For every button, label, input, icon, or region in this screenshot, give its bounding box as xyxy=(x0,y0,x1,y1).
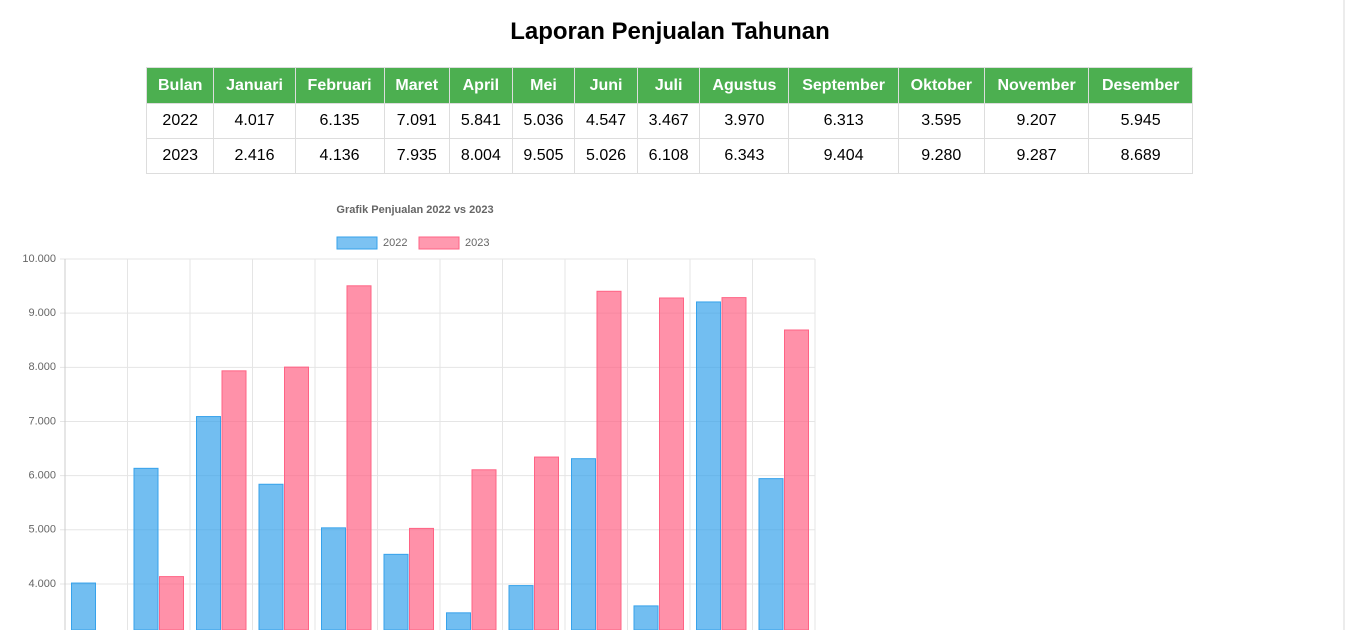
table-cell: 2022 xyxy=(145,103,215,139)
bar xyxy=(321,527,346,630)
header-cell: Agustus xyxy=(699,67,790,104)
legend-swatch xyxy=(336,236,378,250)
header-cell: April xyxy=(449,67,513,104)
bar xyxy=(633,605,659,630)
table-cell: 8.689 xyxy=(1088,138,1193,174)
y-tick-label: 9.000 xyxy=(28,307,56,319)
table-cell: 6.343 xyxy=(699,138,790,174)
bar xyxy=(508,585,534,630)
header-cell: November xyxy=(983,67,1090,104)
y-tick-label: 10.000 xyxy=(22,253,56,265)
bar xyxy=(71,582,96,630)
table-cell: 4.017 xyxy=(213,103,296,139)
y-tick-label: 5.000 xyxy=(28,524,56,536)
bar xyxy=(346,285,372,630)
table-cell: 3.467 xyxy=(636,103,701,139)
header-cell: Februari xyxy=(294,67,385,104)
table-cell: 6.135 xyxy=(294,103,385,139)
table-cell: 7.935 xyxy=(383,138,451,174)
bar xyxy=(471,469,497,630)
table-cell: 9.207 xyxy=(983,103,1090,139)
header-cell: Juni xyxy=(574,67,638,104)
bar xyxy=(196,416,221,630)
bar xyxy=(409,527,434,630)
bar xyxy=(784,329,809,630)
header-cell: Juli xyxy=(636,67,701,104)
legend-swatch xyxy=(418,236,460,250)
bar xyxy=(721,297,747,630)
bar xyxy=(133,467,159,630)
table-cell: 6.108 xyxy=(636,138,701,174)
bar xyxy=(571,458,596,630)
bar xyxy=(534,456,559,630)
bar xyxy=(258,483,284,630)
table-cell: 9.287 xyxy=(983,138,1090,174)
table-cell: 5.945 xyxy=(1088,103,1193,139)
header-cell: Maret xyxy=(383,67,451,104)
y-tick-label: 4.000 xyxy=(28,578,56,590)
chart-title: Grafik Penjualan 2022 vs 2023 xyxy=(336,204,493,216)
table-row: 2022 4.017 6.135 7.091 5.841 5.036 4.547 3.467 3… xyxy=(145,103,1193,139)
table-cell: 3.595 xyxy=(897,103,985,139)
table-cell: 2023 xyxy=(145,138,215,174)
table-body: 2022 4.017 6.135 7.091 5.841 5.036 4.547 3.467 3… xyxy=(145,103,1193,174)
table-cell: 9.505 xyxy=(511,138,576,174)
bar xyxy=(596,290,622,630)
bar xyxy=(284,366,309,630)
table-cell: 4.136 xyxy=(294,138,385,174)
legend-label: 2023 xyxy=(465,237,489,249)
bar xyxy=(758,478,784,630)
y-tick-label: 6.000 xyxy=(28,470,56,482)
table-header: Bulan Januari Februari Maret April Mei Juni Jul… xyxy=(145,67,1193,104)
table-cell: 6.313 xyxy=(788,103,899,139)
bar xyxy=(221,370,247,630)
bar xyxy=(446,612,471,630)
header-cell: September xyxy=(788,67,899,104)
table-cell: 7.091 xyxy=(383,103,451,139)
table-cell: 9.280 xyxy=(897,138,985,174)
table-cell: 2.416 xyxy=(213,138,296,174)
table-cell: 5.841 xyxy=(449,103,513,139)
legend-label: 2022 xyxy=(383,237,407,249)
header-cell: Januari xyxy=(213,67,296,104)
table-cell: 4.547 xyxy=(574,103,638,139)
header-cell: Mei xyxy=(511,67,576,104)
y-tick-label: 8.000 xyxy=(28,361,56,373)
header-cell: Bulan xyxy=(145,67,215,104)
sales-table: Bulan Januari Februari Maret April Mei Juni Jul… xyxy=(145,67,1193,174)
table-cell: 8.004 xyxy=(449,138,513,174)
table-cell: 3.970 xyxy=(699,103,790,139)
table-cell: 5.026 xyxy=(574,138,638,174)
header-cell: Desember xyxy=(1088,67,1193,104)
table-cell: 5.036 xyxy=(511,103,576,139)
table-cell: 9.404 xyxy=(788,138,899,174)
bar xyxy=(383,553,409,630)
bar xyxy=(659,297,684,630)
bar xyxy=(696,301,721,630)
page-title: Laporan Penjualan Tahunan xyxy=(510,18,830,45)
header-cell: Oktober xyxy=(897,67,985,104)
y-tick-label: 7.000 xyxy=(28,415,56,427)
bar xyxy=(159,576,184,630)
chart: Grafik Penjualan 2022 vs 2023 4.000 5.000… xyxy=(22,204,816,630)
table-row: 2023 2.416 4.136 7.935 8.004 9.505 5.026 6.108 6… xyxy=(145,138,1193,174)
